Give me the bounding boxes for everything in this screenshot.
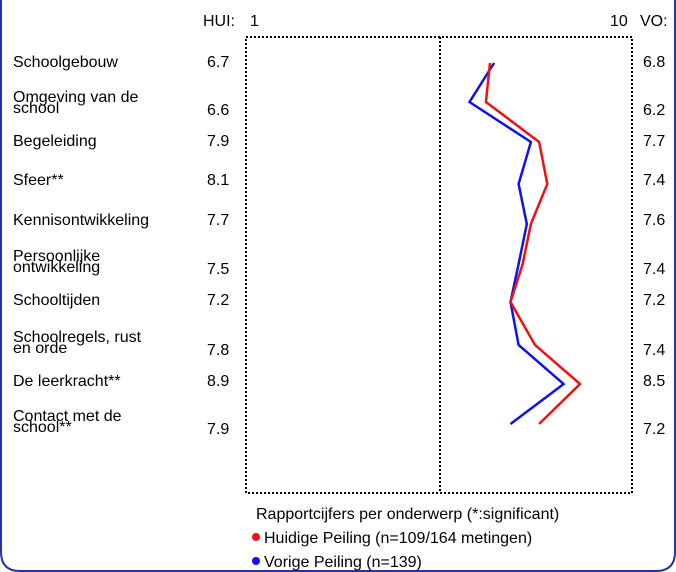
category-label: Persoonlijke xyxy=(13,248,101,265)
hui-value: 8.1 xyxy=(207,172,230,189)
hui-value: 6.7 xyxy=(207,54,230,71)
vo-value: 7.4 xyxy=(643,342,666,359)
legend-item-vorige: Vorige Peiling (n=139) xyxy=(252,555,422,571)
category-label-line2: ontwikkeling xyxy=(13,259,101,276)
vo-value: 6.8 xyxy=(643,54,666,71)
category-label-line2: school** xyxy=(13,419,72,436)
category-label-line2: en orde xyxy=(13,340,68,357)
hui-value: 7.9 xyxy=(207,133,230,150)
category-label-line2: school xyxy=(13,100,60,117)
hui-value: 7.8 xyxy=(207,342,230,359)
vo-value: 8.5 xyxy=(643,373,666,390)
vo-value: 7.7 xyxy=(643,133,666,150)
hui-value: 7.7 xyxy=(207,212,230,229)
category-label: Schoolregels, rust xyxy=(13,329,142,346)
hui-value: 8.9 xyxy=(207,373,230,390)
vo-value: 7.4 xyxy=(643,261,666,278)
series-line-vorige xyxy=(467,62,566,425)
hui-value: 7.5 xyxy=(207,261,230,278)
hui-value: 7.9 xyxy=(207,421,230,438)
hui-value: 6.6 xyxy=(207,102,230,119)
legend-label-huidige: Huidige Peiling (n=109/164 metingen) xyxy=(264,530,533,547)
legend-label-vorige: Vorige Peiling (n=139) xyxy=(264,554,422,571)
category-label: Begeleiding xyxy=(13,133,97,150)
left-header: HUI: xyxy=(203,13,235,30)
category-label: Schooltijden xyxy=(13,292,101,309)
legend-item-huidige: Huidige Peiling (n=109/164 metingen) xyxy=(252,531,532,547)
category-label: De leerkracht** xyxy=(13,373,121,390)
tick-label-max: 10 xyxy=(610,13,628,30)
category-label: Kennisontwikkeling xyxy=(13,212,150,229)
right-header: VO: xyxy=(640,13,668,30)
category-label: Omgeving van de xyxy=(13,89,139,106)
series-line-huidige xyxy=(484,62,582,425)
category-label: Schoolgebouw xyxy=(13,54,118,71)
category-label: Contact met de xyxy=(13,408,122,425)
category-label: Sfeer** xyxy=(13,172,64,189)
vo-value: 7.4 xyxy=(643,172,666,189)
vo-value: 7.2 xyxy=(643,292,666,309)
vo-value: 7.2 xyxy=(643,421,666,438)
vo-value: 7.6 xyxy=(643,212,666,229)
tick-label-min: 1 xyxy=(250,13,259,30)
legend-dot-huidige xyxy=(252,533,260,541)
vo-value: 6.2 xyxy=(643,102,666,119)
hui-value: 7.2 xyxy=(207,292,230,309)
legend-dot-vorige xyxy=(252,557,260,565)
legend-title: Rapportcijfers per onderwerp (*:signific… xyxy=(256,506,560,523)
